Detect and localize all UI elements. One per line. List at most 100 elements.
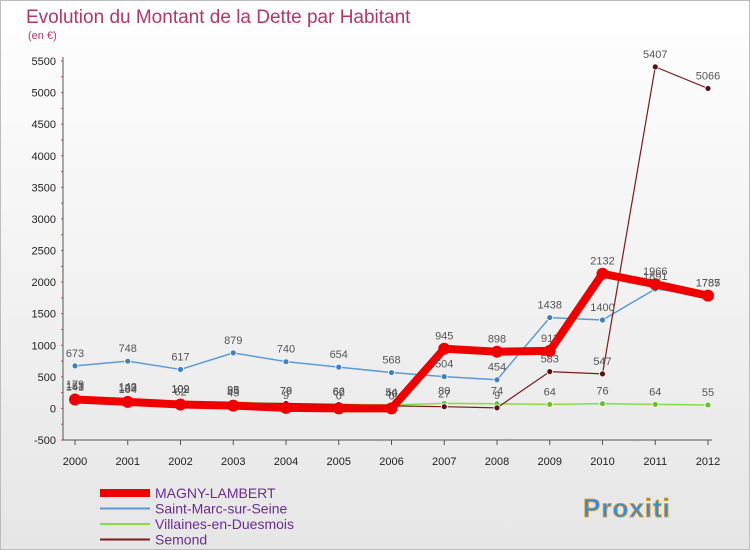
y-tick-label: 3500: [32, 182, 56, 194]
data-label: 142: [119, 381, 137, 393]
x-tick-label: 2011: [643, 456, 667, 468]
series-point: [649, 278, 662, 291]
data-label: 141: [66, 382, 84, 394]
series-point: [229, 349, 237, 357]
y-tick-label: 2500: [32, 246, 56, 258]
series-point: [440, 373, 448, 380]
series-point: [174, 398, 187, 411]
series-point: [438, 342, 451, 355]
data-label: 27: [438, 389, 450, 401]
data-label: 0: [388, 390, 394, 402]
data-label: 109: [171, 384, 189, 396]
series-point: [335, 363, 343, 371]
data-label: 504: [435, 359, 453, 371]
data-label: 179: [66, 379, 84, 391]
data-label: 76: [596, 386, 608, 398]
x-tick-label: 2009: [538, 456, 562, 468]
data-label: 95: [227, 384, 239, 396]
series-point: [651, 63, 659, 71]
data-label: 583: [541, 354, 559, 366]
y-tick-label: -500: [34, 435, 56, 447]
series-point: [493, 376, 501, 384]
legend: MAGNY-LAMBERTSaint-Marc-sur-SeineVillain…: [100, 485, 294, 548]
series-point: [543, 344, 556, 357]
data-label: 9: [494, 390, 500, 402]
data-label: 1966: [643, 266, 667, 278]
data-label: 898: [488, 334, 506, 346]
x-tick-label: 2006: [379, 456, 403, 468]
data-label: 673: [66, 348, 84, 360]
x-tick-label: 2007: [432, 456, 456, 468]
x-tick-label: 2004: [274, 456, 298, 468]
series-point: [124, 357, 132, 365]
data-label: 80: [438, 385, 450, 397]
series-point: [599, 370, 606, 378]
series-layer: [69, 63, 714, 415]
data-label: 83: [227, 385, 239, 397]
data-label: 1400: [590, 302, 614, 314]
y-tick-label: 2000: [32, 277, 56, 289]
x-tick-label: 2010: [590, 456, 614, 468]
data-label: 129: [119, 382, 137, 394]
data-label: 66: [333, 386, 345, 398]
data-label: 1438: [538, 300, 562, 312]
data-label: 76: [280, 386, 292, 398]
series-point: [599, 316, 606, 324]
data-label: 102: [171, 384, 189, 396]
series-point: [177, 366, 184, 373]
series-point: [651, 400, 659, 408]
x-tick-label: 2012: [696, 456, 720, 468]
series-point: [440, 403, 448, 411]
y-tick-label: 4000: [32, 151, 56, 163]
series-point: [388, 369, 395, 376]
series-point: [385, 402, 398, 415]
series-point: [491, 345, 503, 358]
data-label: 104: [119, 384, 137, 396]
legend-label: Villaines-en-Duesmois: [155, 516, 294, 532]
chart-subtitle: (en €): [28, 30, 57, 42]
series-point: [121, 395, 134, 408]
y-tick-label: 3000: [32, 214, 56, 226]
data-label: 1785: [696, 278, 720, 290]
x-tick-label: 2002: [168, 456, 192, 468]
y-tick-label: 1000: [32, 340, 56, 352]
data-label: 5066: [696, 70, 720, 82]
x-tick-label: 2008: [485, 456, 509, 468]
x-tick-label: 2005: [327, 456, 351, 468]
data-label: 74: [491, 386, 503, 398]
data-label: 9: [283, 390, 289, 402]
legend-label: Saint-Marc-sur-Seine: [155, 501, 287, 517]
chart-title: Evolution du Montant de la Dette par Hab…: [26, 7, 411, 28]
legend-label: MAGNY-LAMBERT: [155, 485, 276, 501]
series-point: [599, 400, 606, 408]
series-point: [704, 401, 712, 409]
series-point: [546, 400, 554, 408]
x-tick-label: 2001: [116, 456, 140, 468]
y-tick-label: 5000: [32, 88, 56, 100]
series-point: [596, 267, 609, 280]
series-point: [69, 393, 81, 406]
data-label: 547: [593, 356, 611, 368]
data-label: 748: [119, 343, 137, 355]
chart-axes: -500050010001500200025003000350040004500…: [32, 56, 721, 468]
data-label: 1891: [643, 271, 667, 283]
data-label: 0: [336, 390, 342, 402]
data-label: 45: [227, 388, 239, 400]
data-label: 911: [541, 333, 559, 345]
y-tick-label: 5500: [32, 56, 56, 68]
data-label: 62: [333, 387, 345, 399]
x-tick-label: 2000: [63, 456, 87, 468]
series-point: [282, 358, 290, 366]
data-label: 40: [385, 388, 397, 400]
series-point: [546, 368, 554, 375]
data-label: 62: [174, 387, 186, 399]
data-label: 454: [488, 362, 506, 374]
series-point: [704, 85, 712, 92]
data-label: 1787: [696, 278, 720, 290]
series-point: [702, 289, 714, 302]
logo-text: Proxiti: [583, 493, 671, 523]
